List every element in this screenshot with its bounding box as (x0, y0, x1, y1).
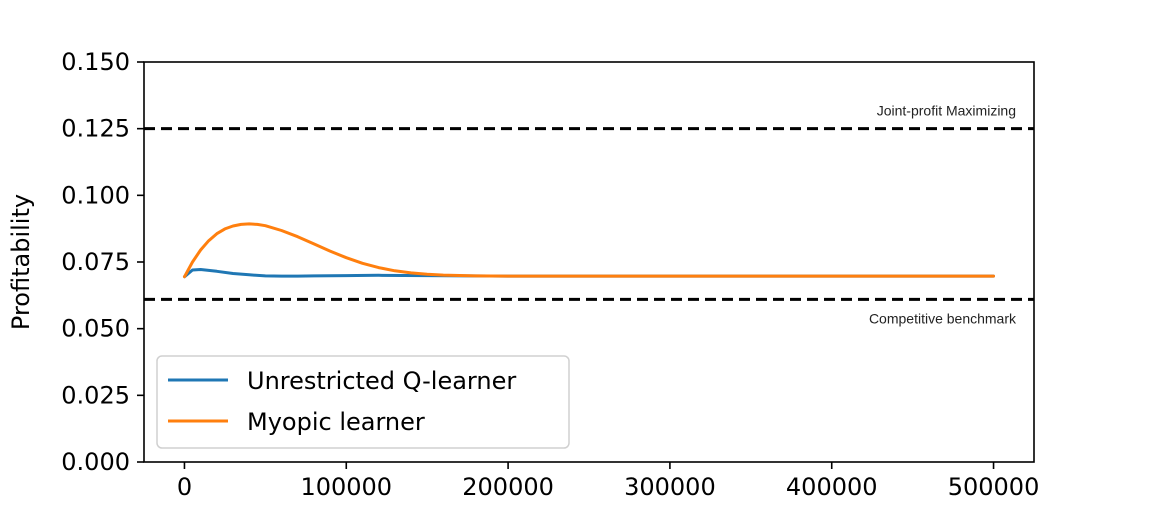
x-tick-label: 200000 (462, 473, 554, 501)
y-tick-label: 0.150 (61, 48, 130, 76)
legend-box (156, 355, 570, 449)
x-tick-label: 300000 (624, 473, 716, 501)
x-tick-label: 0 (177, 473, 192, 501)
y-tick-label: 0.100 (61, 181, 130, 209)
y-tick-label: 0.125 (61, 115, 130, 143)
x-tick-label: 100000 (300, 473, 392, 501)
y-tick-label: 0.025 (61, 381, 130, 409)
series-line-1 (183, 222, 995, 279)
legend-label-myopic: Myopic learner (247, 408, 425, 436)
y-tick-label: 0.000 (61, 448, 130, 476)
y-tick-label: 0.075 (61, 248, 130, 276)
reference-line-label-0: Joint-profit Maximizing (877, 103, 1016, 119)
x-tick-label: 500000 (948, 473, 1040, 501)
legend-label-unrestricted: Unrestricted Q-learner (247, 367, 516, 395)
y-tick-label: 0.050 (61, 315, 130, 343)
legend: Unrestricted Q-learner Myopic learner (156, 355, 570, 449)
y-axis-label: Profitability (7, 194, 35, 330)
x-tick-label: 400000 (786, 473, 878, 501)
reference-line-label-1: Competitive benchmark (869, 310, 1017, 326)
